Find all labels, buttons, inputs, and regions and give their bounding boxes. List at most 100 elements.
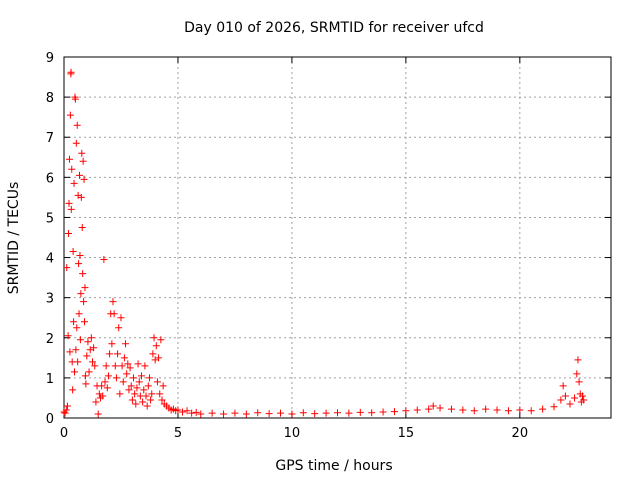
data-point <box>390 408 398 416</box>
data-point <box>80 175 88 183</box>
data-point <box>78 223 86 231</box>
data-point <box>118 362 126 370</box>
data-point <box>557 396 565 404</box>
data-point <box>74 358 82 366</box>
y-tick-label: 1 <box>46 372 54 387</box>
data-point <box>94 410 102 418</box>
data-point <box>148 390 156 398</box>
data-point <box>539 405 547 413</box>
data-point <box>67 68 75 76</box>
data-point <box>571 394 579 402</box>
data-point <box>561 392 569 400</box>
data-point <box>141 362 149 370</box>
data-point <box>130 374 138 382</box>
data-point <box>76 252 84 260</box>
data-point <box>102 362 110 370</box>
data-point <box>92 398 100 406</box>
grid-lines <box>64 57 611 418</box>
data-point <box>65 229 73 237</box>
data-point <box>75 171 83 179</box>
data-point <box>88 358 96 366</box>
data-point <box>114 350 122 358</box>
data-point <box>149 350 157 358</box>
data-point <box>67 205 75 213</box>
chart-title: Day 010 of 2026, SRMTID for receiver ufc… <box>184 20 484 36</box>
data-point <box>135 378 143 386</box>
data-point <box>65 155 73 163</box>
data-point <box>124 360 132 368</box>
data-point <box>573 370 581 378</box>
data-point <box>150 334 158 342</box>
data-point <box>579 392 587 400</box>
data-point <box>61 409 69 417</box>
data-point <box>122 340 130 348</box>
data-point <box>242 410 250 418</box>
data-point <box>100 256 108 264</box>
data-point <box>111 362 119 370</box>
data-point <box>231 409 239 417</box>
x-tick-label: 0 <box>60 426 68 441</box>
data-point <box>299 409 307 417</box>
data-point <box>131 390 139 398</box>
data-point <box>72 346 80 354</box>
data-point <box>402 407 410 415</box>
y-tick-label: 2 <box>46 332 54 347</box>
data-point <box>104 372 112 380</box>
data-point <box>311 410 319 418</box>
data-point <box>76 336 84 344</box>
plot-frame <box>63 56 612 419</box>
data-point <box>70 368 78 376</box>
data-point <box>73 324 81 332</box>
data-point <box>493 406 501 414</box>
data-point <box>72 139 80 147</box>
data-point <box>106 350 114 358</box>
y-tick-label: 6 <box>46 171 54 186</box>
x-tick-label: 5 <box>174 426 182 441</box>
data-point <box>98 382 106 390</box>
data-point <box>83 352 91 360</box>
data-point <box>115 324 123 332</box>
data-point <box>75 260 83 268</box>
data-point <box>70 179 78 187</box>
data-point <box>64 332 72 340</box>
data-point <box>79 270 87 278</box>
data-point <box>459 406 467 414</box>
data-point <box>90 344 98 352</box>
data-point <box>188 409 196 417</box>
data-point <box>192 408 200 416</box>
data-point <box>69 386 77 394</box>
data-point <box>425 405 433 413</box>
y-tick-label: 3 <box>46 292 54 307</box>
data-point <box>63 402 71 410</box>
data-point <box>156 390 164 398</box>
data-point <box>101 378 109 386</box>
data-point <box>85 368 93 376</box>
data-point <box>174 406 182 414</box>
data-point <box>110 310 118 318</box>
data-point <box>81 318 89 326</box>
data-point <box>265 410 273 418</box>
data-point <box>504 407 512 415</box>
data-point <box>80 298 88 306</box>
data-point <box>66 348 74 356</box>
data-point <box>152 342 160 350</box>
data-point <box>87 334 95 342</box>
data-point <box>144 382 152 390</box>
data-point <box>143 402 151 410</box>
data-point <box>73 121 81 129</box>
data-point <box>142 392 150 400</box>
data-point <box>116 390 124 398</box>
x-tick-label: 15 <box>398 426 415 441</box>
data-point <box>140 386 148 394</box>
data-point <box>125 386 133 394</box>
data-point <box>566 400 574 408</box>
data-point <box>108 340 116 348</box>
data-point <box>220 410 228 418</box>
data-point <box>82 380 90 388</box>
data-point <box>139 398 147 406</box>
data-point <box>447 405 455 413</box>
x-tick-label: 20 <box>512 426 529 441</box>
data-point <box>133 384 141 392</box>
data-point <box>145 374 153 382</box>
data-points <box>60 68 588 418</box>
